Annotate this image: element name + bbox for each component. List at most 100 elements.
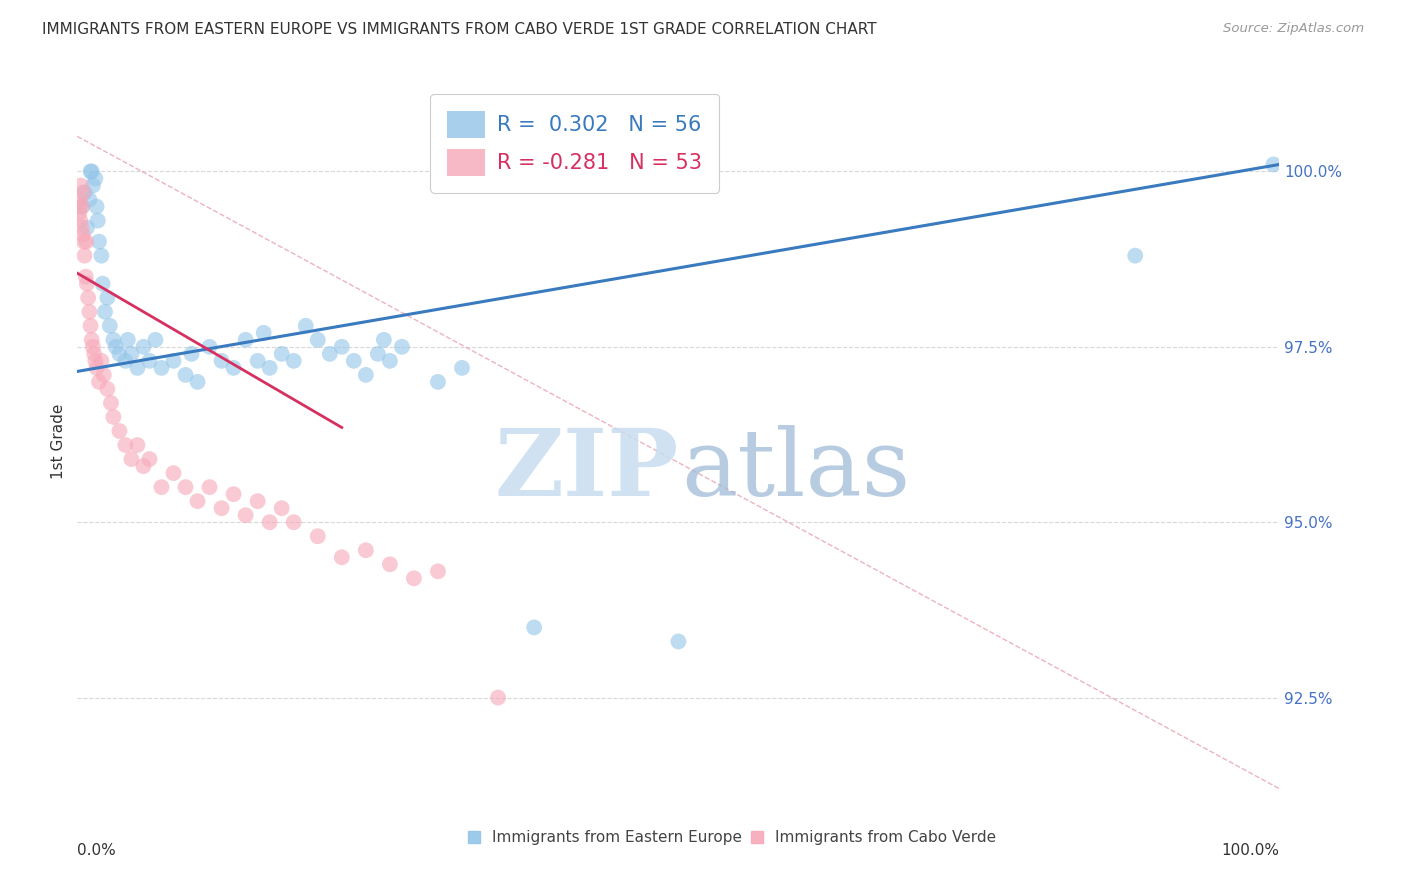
Point xyxy=(222,360,245,375)
Point xyxy=(427,564,450,578)
Point xyxy=(1123,249,1146,263)
Point xyxy=(283,515,305,529)
Point xyxy=(198,340,221,354)
Point xyxy=(451,360,474,375)
Point xyxy=(87,375,110,389)
Y-axis label: 1st Grade: 1st Grade xyxy=(51,404,66,479)
Point xyxy=(70,200,93,214)
Point xyxy=(150,480,173,494)
Text: 100.0%: 100.0% xyxy=(1222,843,1279,857)
Point xyxy=(98,318,121,333)
Point xyxy=(162,354,184,368)
Point xyxy=(378,354,401,368)
Point xyxy=(211,354,233,368)
Point xyxy=(378,558,401,572)
Point xyxy=(162,466,184,480)
Point xyxy=(108,347,131,361)
Point xyxy=(354,368,377,382)
Point xyxy=(84,171,107,186)
Point xyxy=(79,305,101,319)
Point xyxy=(373,333,395,347)
Point xyxy=(76,277,98,291)
Point xyxy=(330,550,353,565)
Point xyxy=(103,333,125,347)
Point xyxy=(307,529,329,543)
Point xyxy=(120,452,142,467)
Point xyxy=(70,200,93,214)
Point xyxy=(70,178,93,193)
Point xyxy=(246,354,269,368)
Point xyxy=(132,459,155,474)
Point xyxy=(402,571,425,585)
Point xyxy=(84,354,107,368)
Point xyxy=(127,360,149,375)
Point xyxy=(70,220,93,235)
Legend: R =  0.302   N = 56, R = -0.281   N = 53: R = 0.302 N = 56, R = -0.281 N = 53 xyxy=(430,95,718,193)
Point xyxy=(127,438,149,452)
Point xyxy=(319,347,342,361)
Point xyxy=(82,178,104,193)
Text: Source: ZipAtlas.com: Source: ZipAtlas.com xyxy=(1223,22,1364,36)
Point xyxy=(90,354,112,368)
Point xyxy=(270,347,292,361)
Point xyxy=(198,480,221,494)
Point xyxy=(138,354,160,368)
Point xyxy=(114,354,136,368)
Point xyxy=(1263,157,1285,171)
Point xyxy=(86,360,108,375)
Point xyxy=(117,333,139,347)
Point xyxy=(186,375,209,389)
Point xyxy=(75,235,97,249)
Point xyxy=(82,340,104,354)
Point xyxy=(69,193,91,207)
Point xyxy=(67,206,90,220)
Point xyxy=(80,333,103,347)
Point xyxy=(354,543,377,558)
Point xyxy=(186,494,209,508)
Point xyxy=(307,333,329,347)
Point xyxy=(67,200,90,214)
Point xyxy=(259,515,281,529)
Point xyxy=(174,368,197,382)
Point xyxy=(180,347,202,361)
Point xyxy=(90,249,112,263)
Point xyxy=(94,305,117,319)
Point xyxy=(79,193,101,207)
Point xyxy=(72,227,94,242)
Point xyxy=(79,164,101,178)
Point xyxy=(150,360,173,375)
Point xyxy=(73,186,96,200)
Point xyxy=(235,333,257,347)
Point xyxy=(253,326,276,340)
Point xyxy=(83,347,105,361)
Point xyxy=(80,164,103,178)
Point xyxy=(73,249,96,263)
Text: 0.0%: 0.0% xyxy=(77,843,117,857)
Point xyxy=(96,291,118,305)
Point xyxy=(330,340,353,354)
Point xyxy=(87,235,110,249)
Point xyxy=(427,375,450,389)
Point xyxy=(132,340,155,354)
Point xyxy=(79,318,101,333)
Point xyxy=(100,396,122,410)
Point xyxy=(86,200,108,214)
Point xyxy=(114,438,136,452)
Point xyxy=(668,634,690,648)
Text: atlas: atlas xyxy=(681,425,910,516)
Point xyxy=(93,368,115,382)
Point xyxy=(104,340,127,354)
Text: IMMIGRANTS FROM EASTERN EUROPE VS IMMIGRANTS FROM CABO VERDE 1ST GRADE CORRELATI: IMMIGRANTS FROM EASTERN EUROPE VS IMMIGR… xyxy=(42,22,877,37)
Text: Immigrants from Eastern Europe: Immigrants from Eastern Europe xyxy=(492,830,742,845)
Point xyxy=(222,487,245,501)
Point xyxy=(367,347,389,361)
Point xyxy=(96,382,118,396)
Point xyxy=(145,333,167,347)
Point xyxy=(91,277,114,291)
Point xyxy=(270,501,292,516)
Point xyxy=(211,501,233,516)
Point xyxy=(73,235,96,249)
Point xyxy=(523,620,546,634)
Point xyxy=(391,340,413,354)
Point xyxy=(235,508,257,523)
